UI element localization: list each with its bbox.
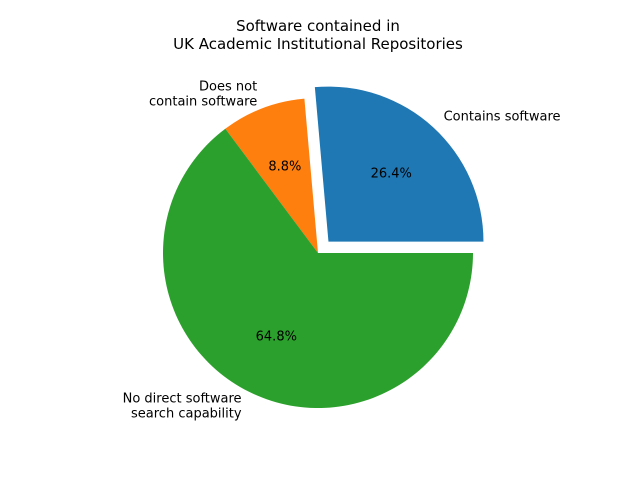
- slice-label-1: Does not contain software: [149, 80, 257, 110]
- slice-percent-label-1: 8.8%: [268, 160, 301, 175]
- slice-percent-label-0: 26.4%: [371, 166, 412, 181]
- slice-label-0: Contains software: [444, 109, 561, 124]
- pie-slice-1: [225, 98, 318, 253]
- slice-label-line: Does not: [199, 80, 257, 95]
- chart-title-line: Software contained in: [236, 17, 400, 35]
- chart-title-line: UK Academic Institutional Repositories: [173, 35, 463, 53]
- pie-slices: [162, 86, 484, 408]
- slice-labels: Contains software Does not contain softwar…: [123, 80, 561, 422]
- slice-percent-labels: 26.4% 8.8% 64.8%: [256, 160, 412, 345]
- pie-slice-0: [314, 86, 484, 242]
- slice-percent-label-2: 64.8%: [256, 330, 297, 345]
- slice-label-line: No direct software: [123, 391, 242, 406]
- pie-slice-2: [162, 128, 473, 408]
- slice-label-line: Contains software: [444, 109, 561, 124]
- slice-label-line: search capability: [131, 406, 242, 421]
- slice-label-line: contain software: [149, 95, 257, 110]
- slice-label-2: No direct software search capability: [123, 391, 242, 421]
